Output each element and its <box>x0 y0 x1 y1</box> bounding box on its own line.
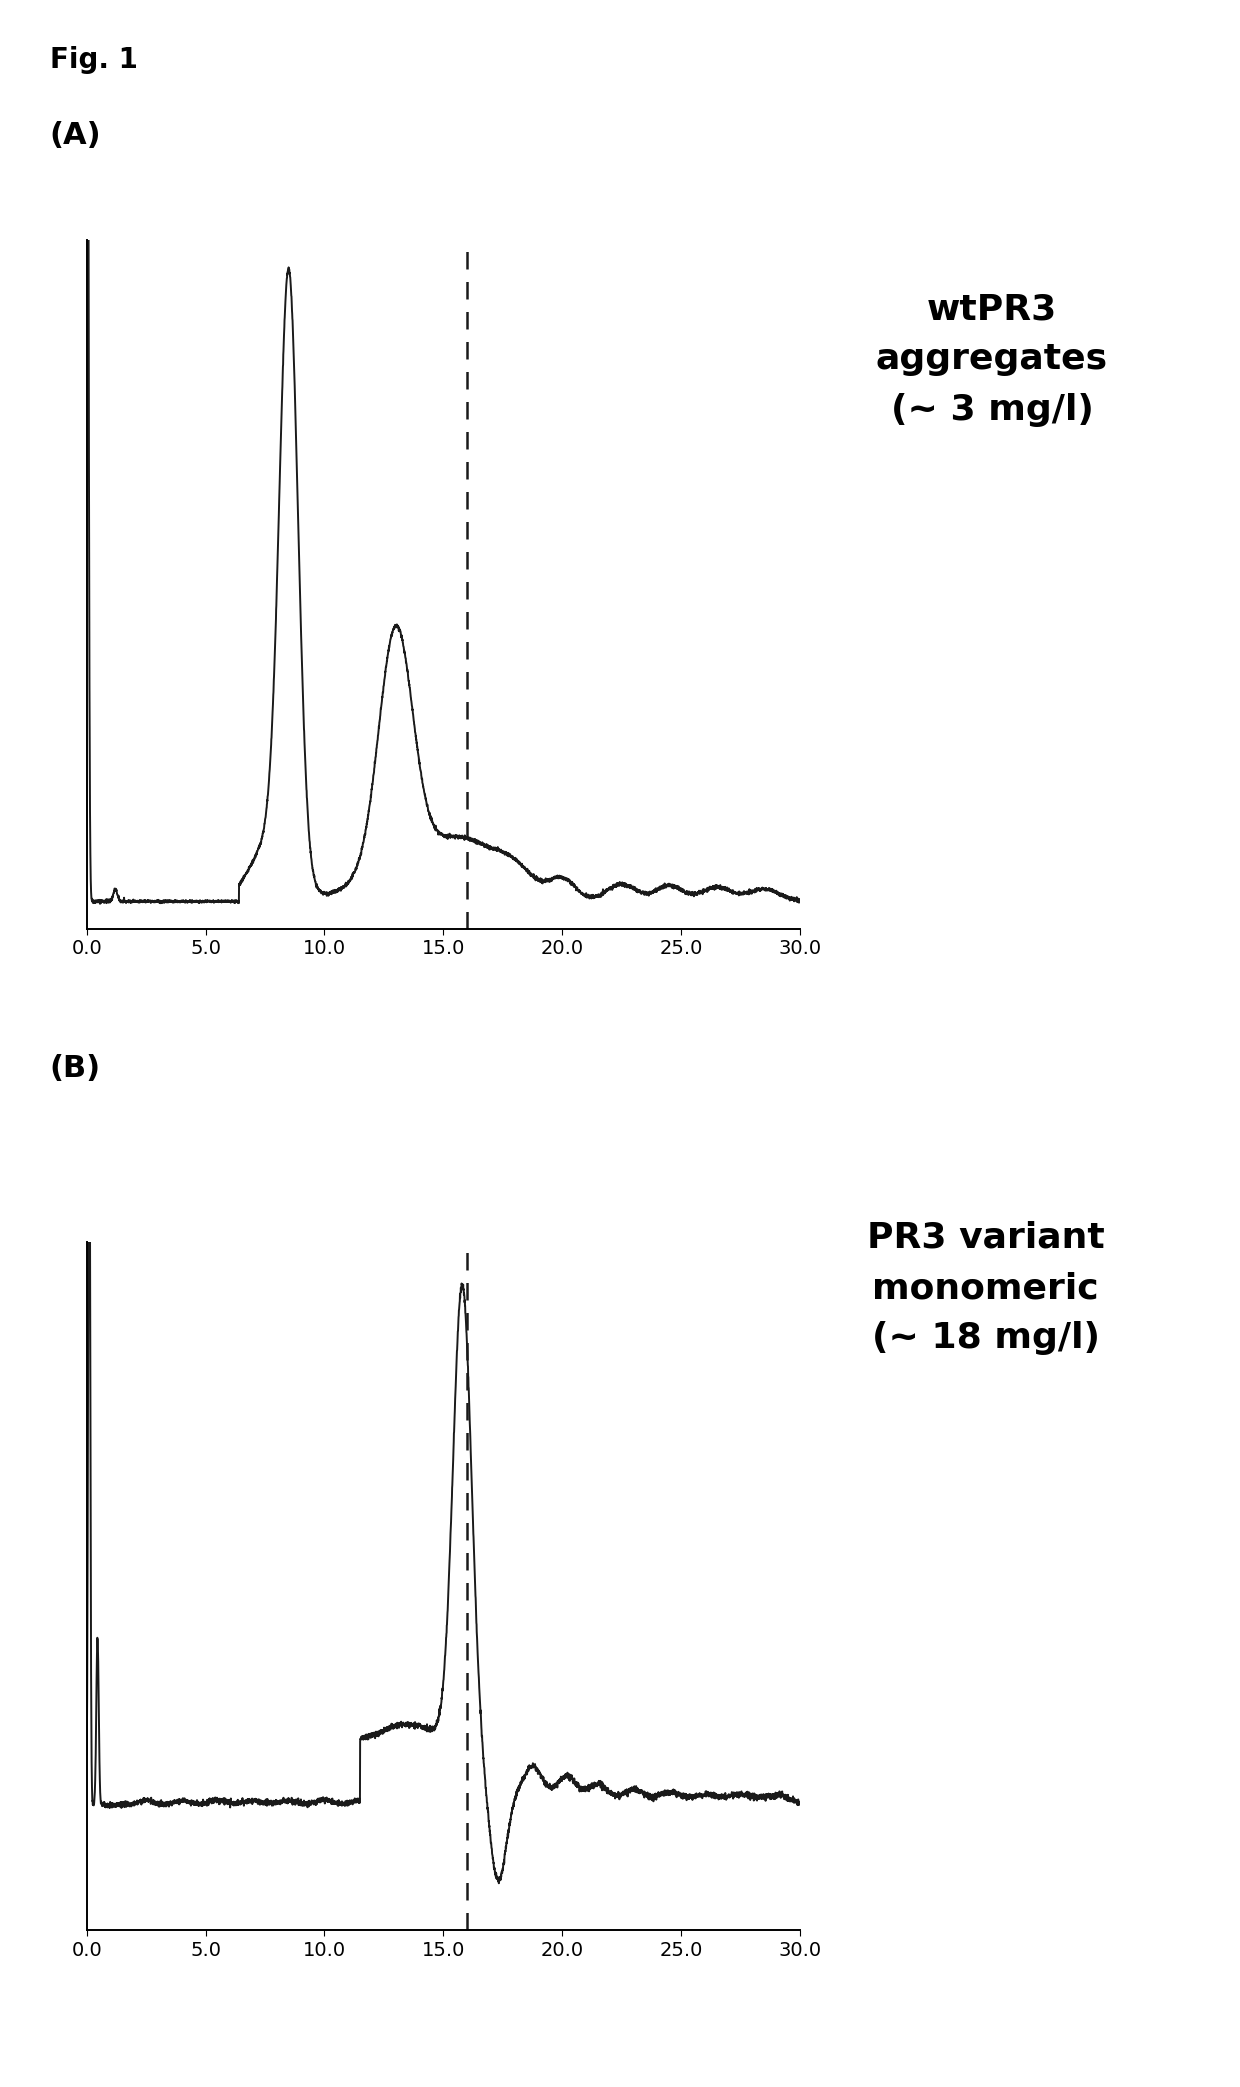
Text: Fig. 1: Fig. 1 <box>50 46 138 73</box>
Text: (B): (B) <box>50 1054 100 1083</box>
Text: (A): (A) <box>50 121 102 150</box>
Text: PR3 variant
monomeric
(~ 18 mg/l): PR3 variant monomeric (~ 18 mg/l) <box>867 1221 1105 1354</box>
Text: wtPR3
aggregates
(~ 3 mg/l): wtPR3 aggregates (~ 3 mg/l) <box>875 292 1109 426</box>
